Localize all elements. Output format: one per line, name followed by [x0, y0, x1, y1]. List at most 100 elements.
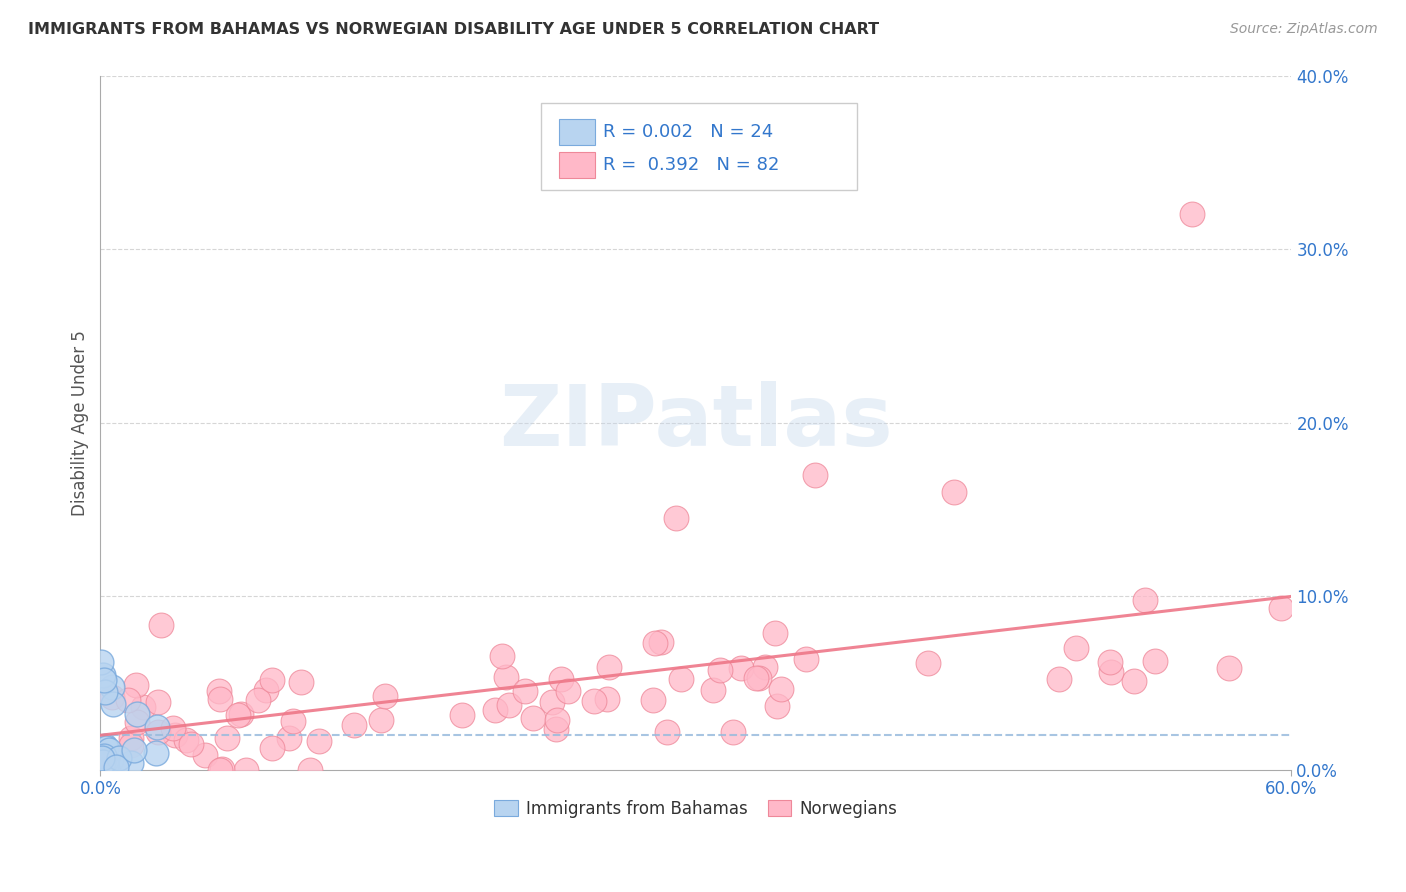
- Point: [90, 656, 112, 670]
- Point: [702, 682, 724, 697]
- Point: [641, 693, 664, 707]
- Y-axis label: Disability Age Under 5: Disability Age Under 5: [72, 330, 89, 516]
- Point: [262, 741, 284, 756]
- Point: [484, 703, 506, 717]
- Point: [1099, 665, 1122, 679]
- Text: R =  0.392   N = 82: R = 0.392 N = 82: [603, 156, 779, 174]
- Point: [370, 714, 392, 728]
- Point: [343, 718, 366, 732]
- Point: [96, 757, 118, 772]
- Point: [557, 684, 579, 698]
- Point: [254, 683, 277, 698]
- Point: [748, 671, 770, 685]
- Point: [117, 693, 139, 707]
- Point: [148, 695, 170, 709]
- Point: [1218, 660, 1240, 674]
- Point: [104, 759, 127, 773]
- Point: [709, 664, 731, 678]
- Text: Source: ZipAtlas.com: Source: ZipAtlas.com: [1230, 22, 1378, 37]
- Point: [125, 678, 148, 692]
- Point: [229, 706, 252, 721]
- Point: [122, 743, 145, 757]
- Point: [290, 674, 312, 689]
- Point: [193, 747, 215, 762]
- Point: [544, 722, 567, 736]
- Point: [217, 731, 239, 745]
- Point: [94, 741, 117, 756]
- FancyBboxPatch shape: [541, 103, 856, 190]
- Point: [281, 714, 304, 728]
- Point: [744, 671, 766, 685]
- Point: [1123, 673, 1146, 688]
- Point: [91, 667, 114, 681]
- Point: [91, 755, 114, 769]
- Point: [650, 635, 672, 649]
- Point: [515, 684, 537, 698]
- Point: [730, 661, 752, 675]
- Point: [208, 691, 231, 706]
- Point: [278, 731, 301, 746]
- Point: [93, 749, 115, 764]
- Point: [120, 731, 142, 745]
- Point: [120, 739, 142, 753]
- Point: [450, 708, 472, 723]
- Point: [98, 743, 121, 757]
- Point: [583, 694, 606, 708]
- Point: [93, 673, 115, 687]
- Point: [1270, 600, 1292, 615]
- Point: [804, 467, 827, 482]
- Point: [766, 698, 789, 713]
- Point: [754, 660, 776, 674]
- Point: [657, 725, 679, 739]
- Point: [101, 680, 124, 694]
- Point: [262, 673, 284, 688]
- Point: [94, 685, 117, 699]
- Point: [163, 728, 186, 742]
- Point: [125, 714, 148, 729]
- Point: [211, 762, 233, 776]
- Point: [644, 636, 666, 650]
- Point: [1181, 207, 1204, 221]
- Point: [90, 748, 112, 763]
- Point: [89, 746, 111, 760]
- Point: [1098, 656, 1121, 670]
- Point: [91, 751, 114, 765]
- Point: [550, 673, 572, 687]
- Point: [180, 737, 202, 751]
- Point: [120, 756, 142, 770]
- Point: [669, 672, 692, 686]
- Point: [146, 725, 169, 739]
- Point: [228, 708, 250, 723]
- Point: [94, 739, 117, 754]
- Point: [1047, 672, 1070, 686]
- Point: [546, 713, 568, 727]
- Point: [146, 720, 169, 734]
- Point: [93, 760, 115, 774]
- Point: [149, 617, 172, 632]
- Point: [298, 763, 321, 777]
- Point: [596, 692, 619, 706]
- Point: [763, 626, 786, 640]
- Point: [235, 763, 257, 777]
- Text: R = 0.002   N = 24: R = 0.002 N = 24: [603, 123, 773, 141]
- Point: [769, 681, 792, 696]
- Point: [498, 698, 520, 712]
- Point: [246, 693, 269, 707]
- Point: [101, 690, 124, 705]
- Point: [1133, 593, 1156, 607]
- Point: [491, 649, 513, 664]
- Point: [103, 697, 125, 711]
- FancyBboxPatch shape: [560, 152, 595, 178]
- Point: [917, 656, 939, 670]
- Point: [794, 651, 817, 665]
- Point: [108, 750, 131, 764]
- Point: [174, 733, 197, 747]
- Text: IMMIGRANTS FROM BAHAMAS VS NORWEGIAN DISABILITY AGE UNDER 5 CORRELATION CHART: IMMIGRANTS FROM BAHAMAS VS NORWEGIAN DIS…: [28, 22, 879, 37]
- Point: [94, 754, 117, 768]
- Point: [721, 725, 744, 739]
- Point: [374, 689, 396, 703]
- Point: [209, 763, 232, 777]
- Point: [522, 711, 544, 725]
- Point: [1144, 654, 1167, 668]
- Point: [145, 746, 167, 760]
